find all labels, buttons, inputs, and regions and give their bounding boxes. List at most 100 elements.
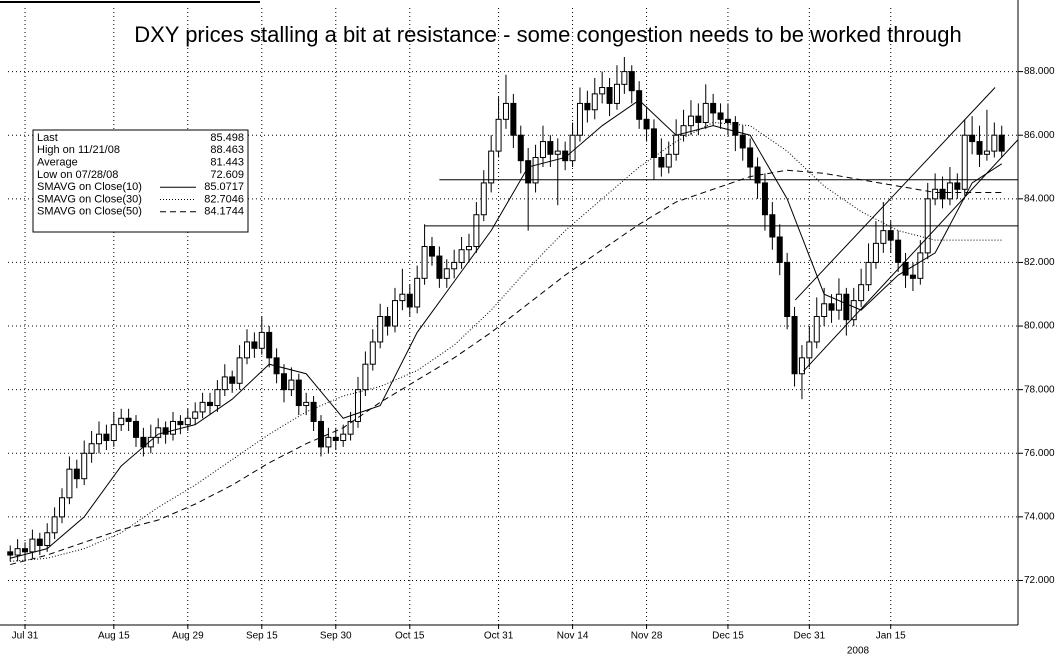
- candle-body: [939, 188, 946, 200]
- candle-body: [480, 182, 487, 216]
- candle-body: [88, 443, 95, 454]
- candle-body: [29, 538, 36, 553]
- candle-body: [998, 134, 1005, 152]
- candle-body: [118, 417, 125, 426]
- candle-body: [547, 141, 554, 155]
- candle-body: [414, 277, 421, 308]
- candle-body: [732, 121, 739, 136]
- candle-body: [983, 150, 990, 155]
- candle-body: [591, 93, 598, 111]
- x-sublabel: 2008: [847, 646, 870, 657]
- candle-body: [391, 300, 398, 327]
- moving-average: [10, 169, 1002, 566]
- legend-label: High on 11/21/08: [37, 144, 120, 156]
- candle-body: [347, 420, 354, 435]
- candle-body: [791, 316, 798, 375]
- candle-body: [51, 516, 58, 534]
- x-tick-label: Jan 15: [876, 631, 906, 642]
- candle-body: [66, 468, 73, 499]
- candle-body: [332, 436, 339, 442]
- candle-body: [739, 134, 746, 149]
- candle-body: [917, 252, 924, 279]
- x-tick-label: Oct 15: [395, 631, 425, 642]
- chart-title: DXY prices stalling a bit at resistance …: [134, 22, 962, 47]
- candle-body: [229, 376, 236, 384]
- candle-body: [362, 363, 369, 391]
- candle-body: [613, 83, 620, 104]
- candle-body: [636, 90, 643, 120]
- candle-body: [650, 128, 657, 158]
- candle-body: [199, 401, 206, 413]
- candle-body: [695, 115, 702, 123]
- candle-body: [192, 411, 199, 419]
- y-tick-label: 76.000: [1024, 448, 1055, 459]
- candle-body: [658, 156, 665, 168]
- candle-body: [7, 551, 14, 556]
- candle-body: [747, 147, 754, 168]
- candle-body: [835, 293, 842, 311]
- x-tick-label: Sep 30: [320, 631, 352, 642]
- candle-body: [399, 293, 406, 302]
- candle-body: [288, 379, 295, 391]
- legend-label: SMAVG on Close(30): [37, 193, 142, 205]
- candle-body: [436, 255, 443, 279]
- candle-body: [502, 102, 509, 120]
- candle-body: [665, 153, 672, 168]
- y-tick-label: 86.000: [1024, 130, 1055, 141]
- x-tick-label: Aug 29: [172, 631, 204, 642]
- legend-label: SMAVG on Close(10): [37, 181, 142, 193]
- candle-body: [421, 246, 428, 279]
- candle-body: [895, 239, 902, 263]
- y-tick-label: 72.000: [1024, 575, 1055, 586]
- candle-body: [258, 331, 265, 349]
- candle-body: [280, 373, 287, 391]
- candle-body: [406, 293, 413, 308]
- legend-value: 85.498: [210, 132, 244, 144]
- candle-body: [133, 420, 140, 438]
- legend-label: Last: [37, 132, 58, 144]
- candle-body: [443, 268, 450, 279]
- candle-body: [170, 420, 177, 435]
- candle-body: [954, 182, 961, 190]
- candle-body: [813, 316, 820, 343]
- candle-body: [702, 102, 709, 123]
- candle-body: [628, 71, 635, 92]
- candle-body: [428, 246, 435, 257]
- x-tick-label: Sep 15: [246, 631, 278, 642]
- candle-body: [961, 134, 968, 190]
- candle-body: [177, 420, 184, 426]
- x-tick-label: Jul 31: [12, 631, 39, 642]
- candle-body: [384, 316, 391, 327]
- candle-body: [59, 497, 66, 518]
- candle-body: [207, 401, 213, 407]
- candle-body: [451, 261, 458, 270]
- candle-body: [976, 141, 983, 155]
- legend-value: 72.609: [210, 169, 244, 181]
- candle-body: [473, 214, 480, 248]
- candle-body: [858, 284, 865, 302]
- y-tick-label: 88.000: [1024, 66, 1055, 77]
- x-tick-label: Aug 15: [98, 631, 130, 642]
- candle-body: [969, 134, 976, 143]
- candle-body: [310, 401, 317, 422]
- legend-label: Average: [37, 157, 78, 169]
- candle-body: [14, 548, 21, 556]
- legend-value: 88.463: [210, 144, 244, 156]
- candle-body: [680, 125, 687, 136]
- candle-body: [821, 303, 828, 317]
- candle-body: [717, 112, 724, 120]
- candle-body: [606, 87, 613, 104]
- legend-value: 85.0717: [204, 181, 244, 193]
- x-tick-label: Nov 28: [631, 631, 663, 642]
- candle-body: [340, 433, 347, 442]
- candle-body: [724, 118, 731, 123]
- y-tick-label: 82.000: [1024, 257, 1055, 268]
- y-tick-label: 80.000: [1024, 321, 1055, 332]
- candle-body: [495, 118, 502, 152]
- candle-body: [865, 261, 872, 286]
- candle-body: [569, 134, 576, 162]
- candle-body: [125, 417, 132, 422]
- trend-line: [794, 87, 996, 301]
- y-tick-label: 74.000: [1024, 512, 1055, 523]
- candle-body: [369, 341, 376, 365]
